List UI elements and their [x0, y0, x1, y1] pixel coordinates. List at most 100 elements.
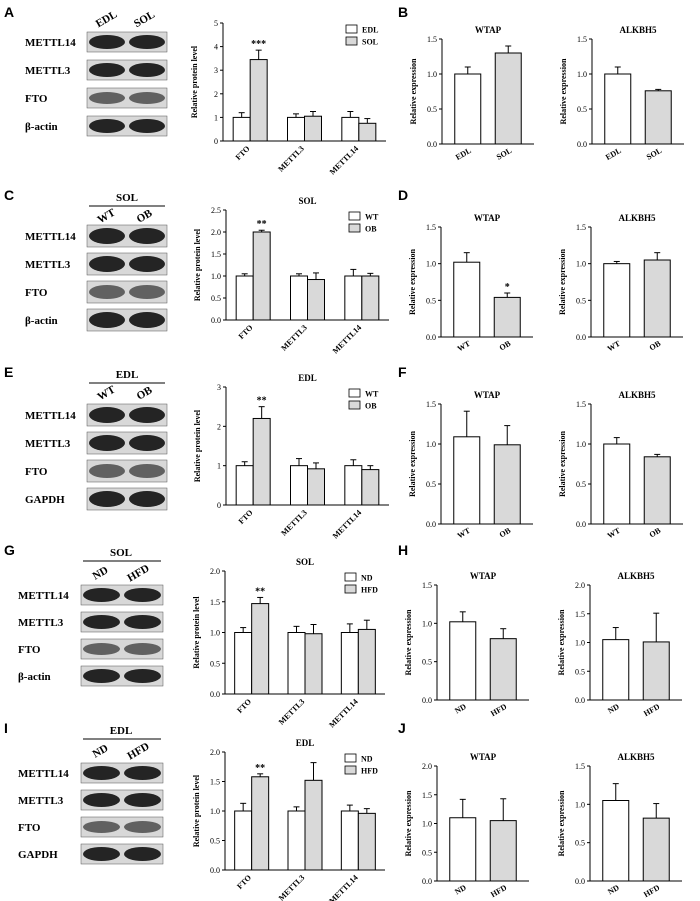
blot-band: [89, 63, 125, 77]
x-tick-label: OB: [648, 339, 663, 353]
blot-band: [129, 285, 165, 299]
panel-letter: F: [398, 364, 407, 380]
blot-band: [129, 256, 165, 272]
bar: [489, 638, 517, 701]
bar: [602, 800, 630, 882]
western-blot: SOL ND HFD METTL14 METTL3 FTO β-actin: [18, 547, 164, 687]
y-axis-label: Relative protein level: [190, 45, 199, 118]
y-tick-label: 3: [217, 383, 221, 392]
blot-band-label: METTL14: [25, 37, 76, 49]
chart-title: SOL: [298, 196, 316, 206]
y-axis-label: Relative expression: [404, 609, 413, 675]
bar: [358, 122, 377, 142]
y-tick-label: 0.0: [422, 696, 432, 705]
wtap-chart: 0.0 0.5 1.0 1.5 Relative expression WTAP WT OB: [408, 390, 533, 540]
bar: [290, 465, 308, 506]
y-tick-label: 1.0: [422, 820, 432, 829]
x-tick-label: METTL3: [279, 508, 309, 538]
y-tick-label: 0.0: [427, 140, 437, 149]
figure-row-1: C D SOL WT OB METTL14 METTL3 FTO β-actin 0.0 0.5 1.…: [4, 187, 683, 356]
y-tick-label: 0.5: [211, 294, 221, 303]
chart-title: WTAP: [474, 213, 501, 223]
blot-band: [124, 847, 161, 861]
blot-band-label: METTL3: [25, 65, 71, 77]
bar: [249, 59, 268, 142]
x-tick-label: HFD: [489, 702, 508, 718]
significance-mark: *: [505, 282, 510, 293]
y-axis-label: Relative protein level: [192, 774, 201, 847]
x-tick-label: METTL14: [327, 873, 359, 901]
blot-band: [83, 615, 120, 629]
blot-band: [83, 643, 120, 655]
y-tick-label: 0.0: [211, 316, 221, 325]
y-axis-label: Relative protein level: [193, 409, 202, 482]
chart-title: SOL: [296, 557, 314, 567]
blot-band-label: METTL3: [18, 617, 64, 629]
blot-lane-label: WT: [96, 206, 118, 226]
y-tick-label: 1.5: [427, 35, 437, 44]
panel-letter: C: [4, 187, 14, 203]
x-tick-label: FTO: [235, 697, 253, 715]
bar: [344, 275, 363, 321]
y-axis-label: Relative expression: [408, 431, 417, 497]
blot-band: [83, 669, 120, 683]
y-tick-label: 0.0: [576, 520, 586, 529]
blot-band: [124, 588, 161, 602]
x-tick-label: WT: [456, 526, 473, 541]
y-tick-label: 0: [214, 137, 218, 146]
y-tick-label: 2: [217, 422, 221, 431]
protein-level-chart: 0 1 2 3 4 5 Relative protein level *** FTO METTL3…: [190, 19, 386, 177]
bar: [340, 810, 359, 871]
blot-band: [83, 793, 120, 807]
blot-band: [89, 435, 125, 451]
legend-swatch: [348, 388, 361, 398]
blot-band: [89, 285, 125, 299]
y-tick-label: 1.0: [426, 440, 436, 449]
chart-title: WTAP: [475, 25, 502, 35]
blot-band-label: METTL3: [25, 259, 71, 271]
protein-level-chart: 0 1 2 3 Relative protein level EDL ** FTO METTL3…: [193, 373, 389, 541]
y-tick-label: 1.5: [426, 223, 436, 232]
alkbh5-chart: 0.0 0.5 1.0 1.5 Relative expression ALKBH5 EDL…: [559, 25, 684, 162]
y-tick-label: 1.5: [422, 791, 432, 800]
x-tick-label: ND: [453, 702, 468, 716]
bar: [234, 632, 253, 695]
x-tick-label: SOL: [645, 146, 663, 162]
bar: [449, 621, 477, 701]
y-tick-label: 0.5: [575, 839, 585, 848]
bar: [453, 436, 481, 525]
alkbh5-chart: 0.0 0.5 1.0 1.5 Relative expression ALKBH5 ND H…: [557, 752, 682, 899]
y-tick-label: 0.5: [426, 480, 436, 489]
panel-letter: A: [4, 4, 14, 20]
blot-band: [129, 435, 165, 451]
y-tick-label: 1.0: [577, 70, 587, 79]
blot-header-label: EDL: [116, 369, 139, 381]
bar: [252, 417, 271, 506]
legend-label: ND: [361, 755, 373, 764]
x-tick-label: METTL3: [276, 144, 306, 174]
legend-label: OB: [365, 225, 377, 234]
western-blot: EDL WT OB METTL14 METTL3 FTO GAPDH: [25, 369, 168, 511]
y-tick-label: 1.0: [575, 800, 585, 809]
x-tick-label: FTO: [235, 873, 253, 891]
bar: [489, 820, 517, 882]
y-tick-label: 2.5: [211, 206, 221, 215]
significance-mark: **: [255, 763, 265, 774]
blot-band: [124, 643, 161, 655]
bar: [642, 641, 670, 701]
bar: [454, 73, 482, 145]
legend-label: EDL: [362, 26, 378, 35]
y-tick-label: 2.0: [422, 762, 432, 771]
blot-band: [89, 491, 125, 507]
blot-band-label: METTL14: [25, 410, 76, 422]
y-tick-label: 0.5: [422, 848, 432, 857]
y-tick-label: 1.5: [575, 762, 585, 771]
blot-band: [124, 793, 161, 807]
x-tick-label: ND: [606, 883, 621, 897]
blot-band-label: METTL3: [18, 795, 64, 807]
protein-level-chart: 0.0 0.5 1.0 1.5 2.0 Relative protein level EDL…: [192, 738, 385, 901]
bar: [453, 261, 481, 338]
panel-letter: B: [398, 4, 408, 20]
x-tick-label: HFD: [642, 702, 661, 718]
